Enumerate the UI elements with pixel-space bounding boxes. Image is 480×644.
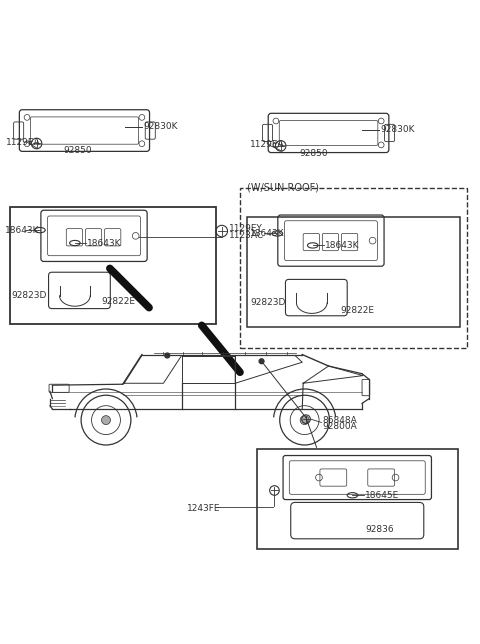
- Text: 92850: 92850: [300, 149, 328, 158]
- Circle shape: [259, 359, 264, 364]
- Text: 92836: 92836: [365, 525, 394, 534]
- Text: 92830K: 92830K: [380, 125, 415, 134]
- Text: 92822E: 92822E: [340, 305, 374, 314]
- Text: 18643K: 18643K: [4, 225, 39, 234]
- Text: 92823D: 92823D: [11, 290, 47, 299]
- Text: 18643K: 18643K: [87, 238, 122, 247]
- Circle shape: [165, 353, 169, 358]
- Text: 92823D: 92823D: [251, 298, 286, 307]
- Text: 1123AC: 1123AC: [229, 231, 264, 240]
- Text: 18643K: 18643K: [250, 229, 284, 238]
- Bar: [257, 449, 458, 549]
- Circle shape: [101, 415, 110, 424]
- Text: (W/SUN ROOF): (W/SUN ROOF): [247, 183, 319, 193]
- Text: 1129EA: 1129EA: [5, 138, 40, 147]
- Text: 86848A: 86848A: [323, 415, 357, 424]
- Text: 1129EY: 1129EY: [229, 224, 263, 233]
- Text: 18645E: 18645E: [365, 491, 400, 500]
- Text: 1243FE: 1243FE: [187, 504, 221, 513]
- Text: 92850: 92850: [63, 146, 92, 155]
- Text: 1129EA: 1129EA: [250, 140, 284, 149]
- Text: 18643K: 18643K: [325, 241, 360, 250]
- Text: 92822E: 92822E: [101, 298, 135, 307]
- Bar: [240, 188, 468, 348]
- Bar: [247, 216, 460, 327]
- Text: 92800A: 92800A: [323, 422, 357, 431]
- Circle shape: [300, 415, 309, 424]
- Text: 92830K: 92830K: [144, 122, 178, 131]
- Bar: [10, 207, 216, 325]
